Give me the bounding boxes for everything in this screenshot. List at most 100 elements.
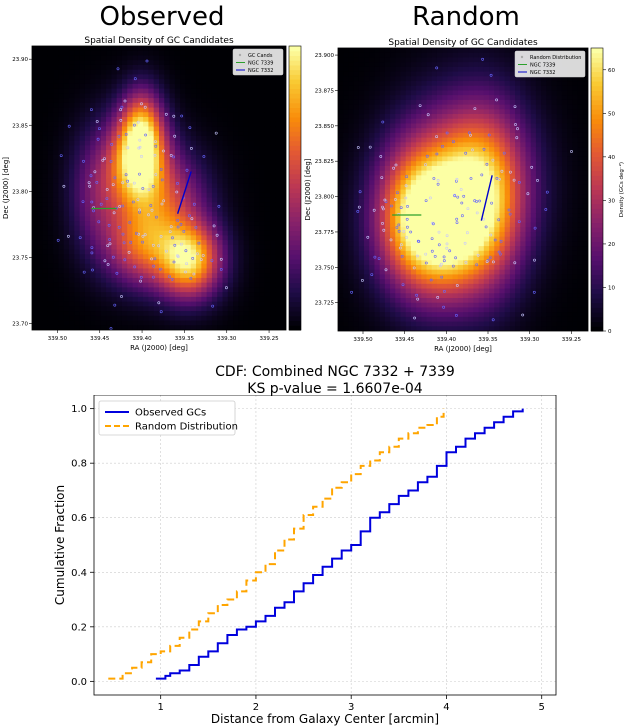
density-cell xyxy=(478,321,485,327)
density-cell xyxy=(42,79,49,85)
density-cell xyxy=(227,88,234,94)
gc-point xyxy=(159,234,163,238)
density-cell xyxy=(69,311,75,317)
density-cell xyxy=(457,312,464,318)
density-cell xyxy=(143,273,150,279)
density-cell xyxy=(405,208,412,214)
gc-point xyxy=(96,137,100,141)
density-cell xyxy=(264,244,271,251)
density-cell xyxy=(275,230,282,236)
density-cell xyxy=(53,292,60,298)
density-cell xyxy=(338,147,344,153)
density-cell xyxy=(53,98,60,104)
density-cell xyxy=(369,198,376,205)
density-cell xyxy=(431,180,438,186)
density-cell xyxy=(452,246,459,252)
density-cell xyxy=(369,184,376,191)
density-cell xyxy=(348,241,355,247)
density-cell xyxy=(42,188,49,194)
density-cell xyxy=(201,216,208,222)
density-cell xyxy=(270,197,277,203)
density-cell xyxy=(343,123,350,129)
density-cell xyxy=(90,221,97,227)
density-cell xyxy=(116,287,123,293)
density-cell xyxy=(69,107,75,113)
density-cell xyxy=(180,60,187,66)
density-cell xyxy=(452,147,459,153)
density-cell xyxy=(280,325,286,330)
density-cell xyxy=(364,208,370,214)
density-cell xyxy=(233,225,239,232)
density-cell xyxy=(463,142,469,148)
density-cell xyxy=(201,315,208,322)
density-cell xyxy=(264,254,271,260)
density-cell xyxy=(132,126,139,132)
density-cell xyxy=(280,135,286,142)
colorbar-step xyxy=(289,79,301,85)
density-cell xyxy=(338,132,344,139)
density-cell xyxy=(174,173,181,180)
gc-point xyxy=(134,232,138,235)
density-cell xyxy=(374,99,381,106)
density-cell xyxy=(63,216,70,222)
density-cell xyxy=(58,102,65,109)
density-cell xyxy=(84,60,91,66)
density-cell xyxy=(478,213,485,219)
density-cell xyxy=(69,60,75,66)
density-cell xyxy=(395,194,402,200)
density-cell xyxy=(174,50,181,57)
density-cell xyxy=(148,292,155,298)
density-cell xyxy=(74,249,81,255)
density-cell xyxy=(358,147,365,153)
density-cell xyxy=(53,315,60,322)
density-cell xyxy=(53,325,60,330)
density-cell xyxy=(353,274,360,280)
density-cell xyxy=(338,66,344,73)
density-cell xyxy=(264,98,271,104)
density-cell xyxy=(132,93,139,99)
gc-point xyxy=(185,262,189,266)
density-cell xyxy=(143,173,150,180)
density-cell xyxy=(132,249,139,255)
density-cell xyxy=(353,90,360,96)
density-cell xyxy=(254,126,261,132)
density-cell xyxy=(169,216,176,222)
density-cell xyxy=(190,98,197,104)
density-cell xyxy=(74,145,81,151)
density-cell xyxy=(58,117,65,123)
density-cell xyxy=(169,135,176,142)
density-cell xyxy=(447,175,454,181)
density-cell xyxy=(343,95,350,101)
density-cell xyxy=(63,159,70,165)
density-cell xyxy=(405,66,412,73)
density-cell xyxy=(442,156,448,162)
density-cell xyxy=(489,109,495,115)
density-cell xyxy=(169,268,176,274)
density-cell xyxy=(426,180,433,186)
density-cell xyxy=(395,76,402,82)
density-cell xyxy=(353,118,360,125)
density-cell xyxy=(426,95,433,101)
gc-point xyxy=(150,208,154,212)
density-cell xyxy=(227,46,234,52)
density-cell xyxy=(259,140,266,146)
density-cell xyxy=(483,184,490,191)
density-cell xyxy=(201,140,208,146)
density-cell xyxy=(473,264,480,271)
density-cell xyxy=(452,48,459,54)
density-cell xyxy=(384,85,391,92)
density-cell xyxy=(217,202,224,208)
density-cell xyxy=(169,225,176,232)
density-cell xyxy=(58,154,65,161)
density-cell xyxy=(270,282,277,288)
density-cell xyxy=(201,83,208,90)
density-cell xyxy=(400,260,407,266)
density-cell xyxy=(116,93,123,99)
density-cell xyxy=(58,46,65,52)
density-cell xyxy=(473,246,480,252)
density-cell xyxy=(58,254,65,260)
density-cell xyxy=(254,263,261,270)
density-cell xyxy=(121,192,128,199)
density-cell xyxy=(196,320,202,326)
ngc7332-line xyxy=(176,171,192,214)
